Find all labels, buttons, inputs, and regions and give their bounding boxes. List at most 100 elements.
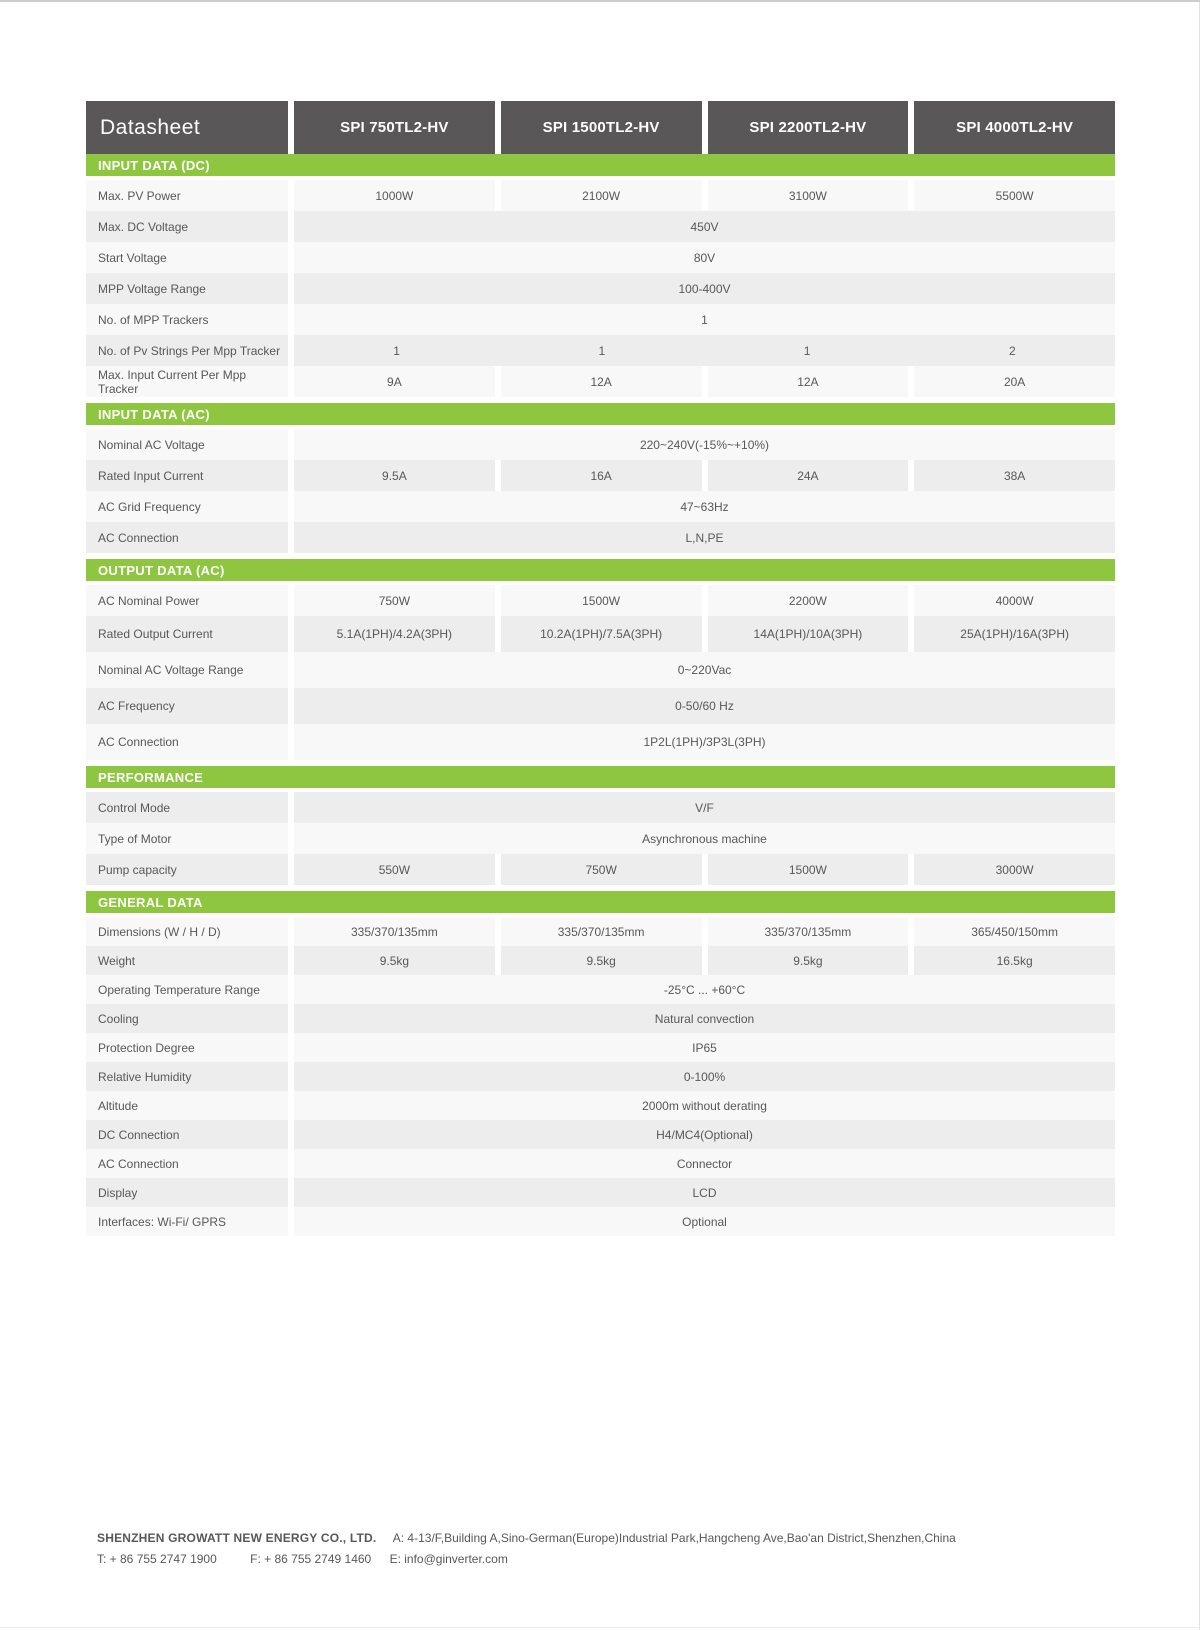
row-label: AC Connection: [86, 724, 288, 760]
section-output-ac: OUTPUT DATA (AC) AC Nominal Power 750W 1500…: [86, 559, 1115, 760]
value-cell-2: 1: [499, 335, 705, 366]
datasheet-title: Datasheet: [86, 101, 288, 154]
spec-row: DC Connection H4/MC4(Optional): [86, 1120, 1115, 1149]
value-cell-4: 38A: [914, 460, 1115, 491]
value-cell-span: 0~220Vac: [294, 652, 1115, 688]
table-body: INPUT DATA (DC) Max. PV Power 1000W 2100W 31…: [86, 154, 1115, 1236]
row-values: L,N,PE: [294, 522, 1115, 553]
row-label: No. of Pv Strings Per Mpp Tracker: [86, 335, 288, 366]
row-label: Operating Temperature Range: [86, 975, 288, 1004]
value-cell-3: 335/370/135mm: [707, 917, 909, 946]
company-address: A: 4-13/F,Building A,Sino-German(Europe)…: [392, 1531, 956, 1545]
value-cell-1: 5.1A(1PH)/4.2A(3PH): [294, 616, 495, 652]
row-label: Relative Humidity: [86, 1062, 288, 1091]
row-label: Nominal AC Voltage Range: [86, 652, 288, 688]
value-cell-4: 25A(1PH)/16A(3PH): [914, 616, 1115, 652]
row-values: 80V: [294, 242, 1115, 273]
value-cell-span: 1P2L(1PH)/3P3L(3PH): [294, 724, 1115, 760]
value-cell-2: 10.2A(1PH)/7.5A(3PH): [500, 616, 702, 652]
row-values: 0~220Vac: [294, 652, 1115, 688]
spec-row: AC Grid Frequency 47~63Hz: [86, 491, 1115, 522]
spec-row: Altitude 2000m without derating: [86, 1091, 1115, 1120]
model-header-4: SPI 4000TL2-HV: [914, 101, 1115, 154]
table-header-row: Datasheet SPI 750TL2-HV SPI 1500TL2-HV SPI…: [86, 101, 1115, 154]
row-values: V/F: [294, 792, 1115, 823]
value-cell-2: 2100W: [500, 180, 702, 211]
email-address: E: info@ginverter.com: [389, 1552, 508, 1566]
row-values: 335/370/135mm 335/370/135mm 335/370/135mm 3…: [294, 917, 1115, 946]
value-cell-3: 1: [704, 335, 910, 366]
value-cell-1: 750W: [294, 585, 495, 616]
row-label: Altitude: [86, 1091, 288, 1120]
footer-line-1: SHENZHEN GROWATT NEW ENERGY CO., LTD. A:…: [97, 1530, 1107, 1547]
spec-row: Start Voltage 80V: [86, 242, 1115, 273]
row-label: Control Mode: [86, 792, 288, 823]
spec-row: Type of Motor Asynchronous machine: [86, 823, 1115, 854]
datasheet-table: Datasheet SPI 750TL2-HV SPI 1500TL2-HV SPI…: [86, 101, 1115, 1236]
spec-row: Pump capacity 550W 750W 1500W 3000W: [86, 854, 1115, 885]
footer-line-2: T: + 86 755 2747 1900 F: + 86 755 2749 1…: [97, 1551, 1107, 1568]
row-label: No. of MPP Trackers: [86, 304, 288, 335]
value-cell-4: 4000W: [914, 585, 1115, 616]
spec-row: No. of Pv Strings Per Mpp Tracker 1 1 1 2: [86, 335, 1115, 366]
value-cell-span: IP65: [294, 1033, 1115, 1062]
spec-row: AC Frequency 0-50/60 Hz: [86, 688, 1115, 724]
section-rows: Control Mode V/F Type of Motor Asynchronous…: [86, 792, 1115, 885]
phone-number: T: + 86 755 2747 1900: [97, 1552, 217, 1566]
row-values: H4/MC4(Optional): [294, 1120, 1115, 1149]
value-cell-span: 0-100%: [294, 1062, 1115, 1091]
row-values: 550W 750W 1500W 3000W: [294, 854, 1115, 885]
value-cell-span: 0-50/60 Hz: [294, 688, 1115, 724]
spec-row: AC Connection Connector: [86, 1149, 1115, 1178]
value-cell-4: 3000W: [914, 854, 1115, 885]
section-rows: Max. PV Power 1000W 2100W 3100W 5500W Max. DC…: [86, 180, 1115, 397]
spec-row: Interfaces: Wi-Fi/ GPRS Optional: [86, 1207, 1115, 1236]
model-header-2: SPI 1500TL2-HV: [500, 101, 702, 154]
row-values: Connector: [294, 1149, 1115, 1178]
row-values: 450V: [294, 211, 1115, 242]
spec-row: Control Mode V/F: [86, 792, 1115, 823]
value-cell-3: 2200W: [707, 585, 909, 616]
value-cell-2: 16A: [500, 460, 702, 491]
section-input-dc: INPUT DATA (DC) Max. PV Power 1000W 2100W 31…: [86, 154, 1115, 397]
row-values: 750W 1500W 2200W 4000W: [294, 585, 1115, 616]
value-cell-span: LCD: [294, 1178, 1115, 1207]
company-name: SHENZHEN GROWATT NEW ENERGY CO., LTD.: [97, 1531, 377, 1545]
value-cell-span: 100-400V: [294, 273, 1115, 304]
value-cell-2: 335/370/135mm: [500, 917, 702, 946]
value-cell-span: L,N,PE: [294, 522, 1115, 553]
spec-row: AC Connection L,N,PE: [86, 522, 1115, 553]
spec-row: Max. DC Voltage 450V: [86, 211, 1115, 242]
row-values: 9.5A 16A 24A 38A: [294, 460, 1115, 491]
value-cell-1: 9A: [294, 366, 495, 397]
row-values: 1000W 2100W 3100W 5500W: [294, 180, 1115, 211]
section-rows: Dimensions (W / H / D) 335/370/135mm 335/3…: [86, 917, 1115, 1236]
row-label: Type of Motor: [86, 823, 288, 854]
section-title-bar: PERFORMANCE: [86, 766, 1115, 788]
row-values: 9.5kg 9.5kg 9.5kg 16.5kg: [294, 946, 1115, 975]
section-rows: AC Nominal Power 750W 1500W 2200W 4000W Rated…: [86, 585, 1115, 760]
row-label: Pump capacity: [86, 854, 288, 885]
value-cell-3: 9.5kg: [707, 946, 909, 975]
section-title-bar: OUTPUT DATA (AC): [86, 559, 1115, 581]
spec-row: Rated Input Current 9.5A 16A 24A 38A: [86, 460, 1115, 491]
model-header-3: SPI 2200TL2-HV: [707, 101, 909, 154]
section-general: GENERAL DATA Dimensions (W / H / D) 335/37…: [86, 891, 1115, 1236]
row-values: 2000m without derating: [294, 1091, 1115, 1120]
section-rows: Nominal AC Voltage 220~240V(-15%~+10%) Rat…: [86, 429, 1115, 553]
value-cell-3: 3100W: [707, 180, 909, 211]
spec-row: Dimensions (W / H / D) 335/370/135mm 335/3…: [86, 917, 1115, 946]
row-values: Optional: [294, 1207, 1115, 1236]
row-label: AC Nominal Power: [86, 585, 288, 616]
section-input-ac: INPUT DATA (AC) Nominal AC Voltage 220~240…: [86, 403, 1115, 553]
footer: SHENZHEN GROWATT NEW ENERGY CO., LTD. A:…: [97, 1530, 1107, 1568]
value-cell-1: 1: [294, 335, 500, 366]
spec-row: Protection Degree IP65: [86, 1033, 1115, 1062]
row-label: Display: [86, 1178, 288, 1207]
row-label: Max. DC Voltage: [86, 211, 288, 242]
row-values: LCD: [294, 1178, 1115, 1207]
spec-row: Display LCD: [86, 1178, 1115, 1207]
value-cell-4: 16.5kg: [914, 946, 1115, 975]
row-label: Weight: [86, 946, 288, 975]
fax-number: F: + 86 755 2749 1460: [250, 1552, 372, 1566]
